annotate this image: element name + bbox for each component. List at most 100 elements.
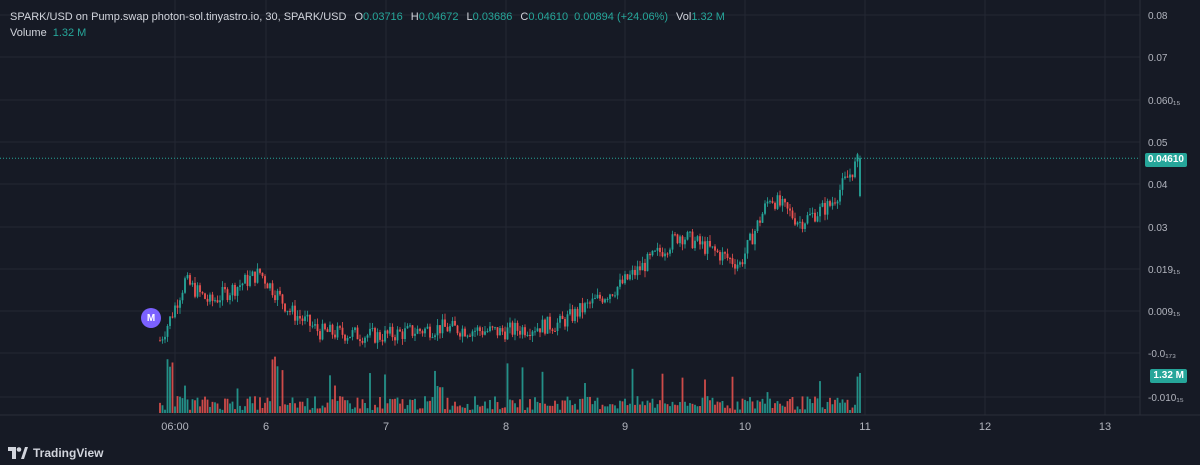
candle-body [236, 287, 239, 296]
candle-body [249, 275, 251, 286]
volume-bar [571, 405, 574, 413]
volume-bar [241, 409, 244, 413]
volume-bar [346, 400, 349, 413]
price-chart[interactable]: 0.08 0.07 0.060₁₅ 0.05 0.04 0.03 0.019₁₅ 0.009₁… [0, 0, 1200, 440]
candle-body [229, 295, 231, 300]
candle-body [179, 300, 181, 308]
candle-body [596, 294, 599, 299]
volume-bar [651, 398, 654, 413]
candle-body [574, 308, 576, 321]
candle-body [419, 328, 421, 332]
candle-body [621, 279, 624, 284]
candle-body [474, 330, 476, 332]
candle-body [554, 330, 556, 332]
volume-bar [399, 403, 401, 413]
volume-bar [539, 403, 541, 413]
candle-body [526, 334, 529, 336]
volume-bar [691, 403, 694, 413]
chart-plot-area[interactable]: 0.08 0.07 0.060₁₅ 0.05 0.04 0.03 0.019₁₅ 0.009₁… [0, 0, 1200, 433]
candle-body [226, 289, 229, 300]
volume-bar [671, 401, 674, 413]
candle-body [449, 326, 451, 332]
volume-bar [189, 409, 191, 413]
chart-legend: SPARK/USD on Pump.swap photon-sol.tinyas… [10, 10, 725, 40]
volume-bar [696, 406, 699, 413]
volume-bar [504, 407, 506, 413]
volume-bar [251, 403, 254, 413]
candle-body [641, 262, 644, 271]
volume-bar [326, 402, 329, 413]
volume-bar [774, 403, 776, 413]
candle-body [289, 310, 291, 312]
candle-body [261, 272, 264, 277]
candle-body [841, 178, 844, 190]
volume-bar [639, 404, 641, 413]
candle-body [431, 337, 434, 339]
volume-bar [809, 398, 811, 413]
candle-body [776, 195, 779, 209]
candle-body [164, 336, 166, 340]
volume-bar [764, 403, 766, 413]
candle-body [614, 295, 616, 297]
volume-bar [164, 409, 166, 413]
volume-bar [531, 409, 534, 413]
volume-bar [341, 396, 344, 413]
candle-body [369, 328, 371, 336]
candle-body [159, 340, 161, 342]
volume-bar [606, 406, 609, 413]
volume-bar [276, 366, 279, 413]
volume-bar [811, 403, 814, 413]
volume-bar [716, 401, 719, 413]
volume-bar [289, 402, 291, 413]
candle-body [421, 331, 424, 334]
volume-bar [851, 407, 854, 413]
candle-body [751, 233, 754, 245]
candle-body [409, 325, 411, 327]
candle-body [774, 202, 776, 209]
price-axis-label: 0.019₁₅ [1148, 265, 1180, 276]
tradingview-logo[interactable]: TradingView [8, 446, 103, 460]
volume-bar [549, 405, 551, 413]
candle-body [576, 308, 579, 317]
volume-bar [536, 401, 539, 413]
candle-body [556, 322, 559, 332]
candle-body [801, 221, 804, 229]
volume-bar [734, 409, 736, 413]
price-axis-label: 0.08 [1148, 11, 1168, 22]
volume-bar [454, 401, 456, 413]
candle-body [271, 283, 274, 296]
candle-body [234, 284, 236, 296]
volume-bar [719, 402, 721, 413]
candle-body [784, 198, 786, 203]
price-axis-label: -0.0₁₇₃ [1148, 349, 1176, 360]
candle-body [394, 337, 396, 341]
candle-body [439, 325, 441, 334]
volume-title[interactable]: Volume [10, 27, 47, 39]
symbol-title[interactable]: SPARK/USD on Pump.swap photon-sol.tinyas… [10, 11, 347, 23]
candle-body [659, 247, 661, 253]
marker-badge[interactable]: M [141, 308, 161, 328]
volume-bar [714, 404, 716, 413]
volume-bar [591, 404, 594, 413]
volume-bar [336, 400, 339, 413]
candle-body [424, 328, 426, 334]
time-axis-label: 10 [739, 421, 751, 433]
candle-body [746, 240, 749, 254]
candle-body [781, 198, 784, 206]
candle-body [246, 274, 249, 286]
candle-body [679, 236, 681, 244]
time-axis-label: 8 [503, 421, 509, 433]
volume-bar [616, 408, 619, 413]
volume-bar [356, 397, 359, 413]
candle-body [414, 333, 416, 336]
candle-body [256, 268, 259, 283]
volume-bar [621, 401, 624, 413]
candle-body [184, 278, 186, 293]
candle-body [446, 326, 449, 332]
volume-bar [291, 397, 294, 413]
candle-body [839, 189, 841, 202]
volume-bar [496, 402, 499, 413]
ohlc-legend: SPARK/USD on Pump.swap photon-sol.tinyas… [10, 10, 725, 24]
volume-bar [854, 404, 856, 413]
candle-body [301, 318, 304, 321]
